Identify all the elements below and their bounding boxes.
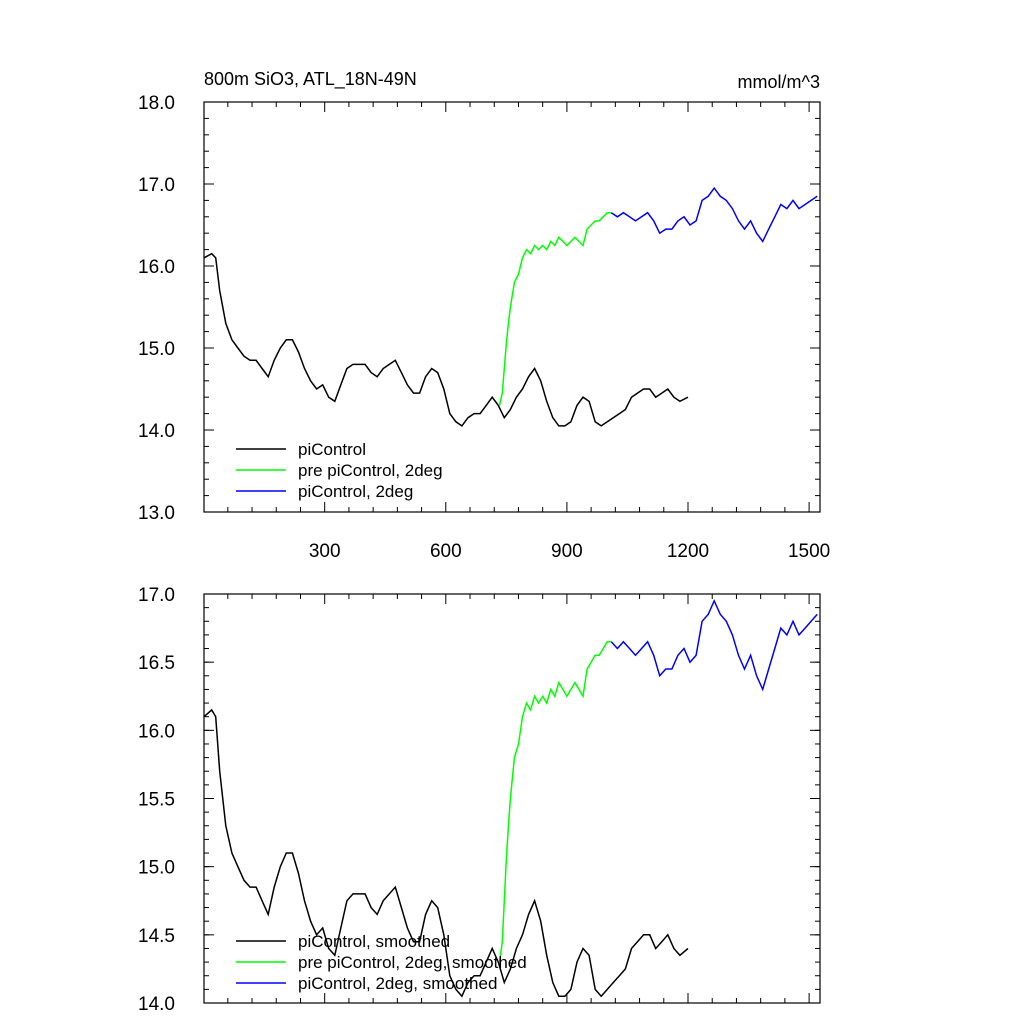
- plot-frame: [203, 101, 821, 513]
- y-tick-label: 15.0: [138, 339, 175, 360]
- series-layer: [203, 598, 818, 998]
- y-tick-label: 17.0: [138, 585, 175, 606]
- y-tick-label: 16.0: [138, 257, 175, 278]
- y-tick-label: 16.5: [138, 653, 175, 674]
- bottom-panel: 14.0 14.5 15.0 15.5 16.0 16.5 17.0 piControl, …: [138, 585, 821, 1015]
- y-tick-label: 16.0: [138, 721, 175, 742]
- y-tick-label: 15.5: [138, 790, 175, 811]
- tick-layer: 300 600 900 1200 1500 13.0 14.0 15.0 16.0 17.0 18.…: [138, 93, 830, 562]
- series-line-2: [498, 211, 612, 406]
- tick-layer: 14.0 14.5 15.0 15.5 16.0 16.5 17.0: [138, 585, 820, 1015]
- legend-label: pre piControl, 2deg, smoothed: [298, 953, 527, 972]
- series-line-3: [610, 186, 818, 243]
- y-tick-label: 13.0: [138, 503, 175, 524]
- legend: piControl, smoothed pre piControl, 2deg, …: [236, 932, 527, 993]
- legend-label: piControl, smoothed: [298, 932, 450, 951]
- legend-label: piControl: [298, 440, 366, 459]
- y-tick-label: 15.0: [138, 858, 175, 879]
- legend: piControl pre piControl, 2deg piControl, 2…: [236, 440, 443, 501]
- y-tick-label: 17.0: [138, 175, 175, 196]
- legend-label: piControl, 2deg: [298, 482, 413, 501]
- legend-label: pre piControl, 2deg: [298, 461, 443, 480]
- x-tick-label: 1200: [667, 541, 709, 562]
- x-tick-label: 1500: [788, 541, 830, 562]
- series-line-1: [203, 252, 689, 427]
- series-line-3: [610, 598, 818, 692]
- top-panel: 800m SiO3, ATL_18N-49N mmol/m^3 300 600 90…: [138, 69, 830, 562]
- x-tick-label: 600: [430, 541, 462, 562]
- series-layer: [203, 186, 818, 427]
- chart-title: 800m SiO3, ATL_18N-49N: [204, 69, 417, 90]
- plot-frame: [203, 593, 821, 1004]
- series-line-1: [203, 708, 689, 998]
- y-tick-label: 18.0: [138, 93, 175, 114]
- x-tick-label: 300: [309, 541, 341, 562]
- y-tick-label: 14.5: [138, 926, 175, 947]
- series-line-2: [498, 640, 612, 963]
- x-tick-label: 900: [551, 541, 583, 562]
- y-tick-label: 14.0: [138, 994, 175, 1015]
- units-label: mmol/m^3: [738, 72, 820, 92]
- legend-label: piControl, 2deg, smoothed: [298, 974, 497, 993]
- y-tick-label: 14.0: [138, 421, 175, 442]
